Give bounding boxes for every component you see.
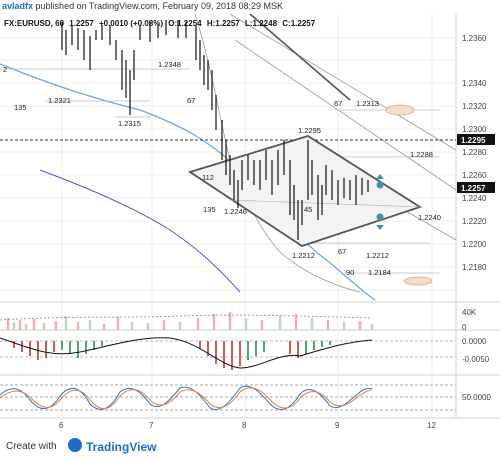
- volume-bars: [6, 312, 374, 330]
- volume-tick: 40K: [462, 308, 477, 317]
- tradingview-logo-icon: [68, 438, 82, 452]
- annotation: 1.2288: [410, 150, 433, 159]
- macd-tick: -0.0050: [462, 355, 490, 364]
- annotation: 1.2348: [158, 60, 181, 69]
- chart-annotations: 2 1.2348 135 1.2321 1.2315 67 67 1.2313 …: [3, 60, 441, 277]
- annotation: 45: [304, 205, 312, 214]
- target-ellipse-lower: [403, 276, 433, 286]
- publish-title: avladfx published on TradingView.com, Fe…: [2, 1, 283, 11]
- volume-ma: [0, 314, 373, 321]
- annotation: 1.2313: [356, 99, 379, 108]
- annotation: 1.2321: [48, 96, 71, 105]
- stoch-pane: 50.0000: [0, 384, 491, 411]
- published-text: published on TradingView.com, February 0…: [35, 1, 284, 11]
- annotation: 135: [14, 103, 27, 112]
- price-tick: 1.2200: [462, 240, 487, 249]
- annotation: 1.2315: [118, 119, 141, 128]
- time-tick: 12: [427, 421, 436, 429]
- symbol-label: FX:EURUSD, 60: [4, 19, 65, 28]
- annotation: 135: [203, 205, 216, 214]
- price-marker-bg: [457, 182, 495, 193]
- last-price: 1.2257: [69, 19, 94, 28]
- annotation: 1.2184: [368, 268, 391, 277]
- price-tick: 1.2360: [462, 34, 487, 43]
- footer: Create with TradingView: [0, 436, 500, 461]
- annotation: 67: [334, 99, 342, 108]
- price-marker: 1.2257: [461, 184, 486, 193]
- time-tick: 8: [242, 421, 247, 429]
- footer-created-text: Create with: [6, 441, 57, 452]
- annotation: 90: [346, 268, 354, 277]
- time-tick: 7: [149, 421, 154, 429]
- annotation: 67: [338, 247, 346, 256]
- annotation: 112: [202, 173, 214, 182]
- stoch-tick: 50.0000: [462, 393, 491, 402]
- annotation: 2: [3, 65, 7, 74]
- time-tick: 6: [59, 421, 64, 429]
- ma-purple-line: [39, 169, 241, 293]
- price-tick: 1.2260: [462, 171, 487, 180]
- trend-line-dark: [249, 14, 351, 101]
- author-link[interactable]: avladfx: [2, 1, 34, 11]
- volume-pane: 40K 0: [0, 308, 477, 332]
- price-tick: 1.2240: [462, 194, 487, 203]
- price-axis[interactable]: 1.2360 1.2340 1.2320 1.2300 1.2280 1.226…: [457, 34, 495, 272]
- annotation: 1.2295: [298, 126, 321, 135]
- annotation: 1.2240: [418, 213, 441, 222]
- price-tick: 1.2280: [462, 148, 487, 157]
- annotation: 1.2246: [224, 207, 247, 216]
- macd-pane: 0.0000 -0.0050: [0, 337, 490, 370]
- volume-tick: 0: [462, 323, 467, 332]
- chart-canvas[interactable]: 2 1.2348 135 1.2321 1.2315 67 67 1.2313 …: [0, 14, 500, 429]
- time-axis[interactable]: 6 7 8 9 12: [59, 421, 436, 429]
- ohlc-info: FX:EURUSD, 60 1.2257 +0.0010 (+0.08%) O:…: [4, 19, 316, 28]
- price-tick: 1.2180: [462, 263, 487, 272]
- price-bars: [61, 20, 369, 240]
- price-change: +0.0010 (+0.08%): [99, 19, 163, 28]
- annotation: 1.2212: [292, 251, 315, 260]
- price-tick: 1.2220: [462, 217, 487, 226]
- macd-line: [0, 337, 373, 369]
- price-tick: 1.2320: [462, 102, 487, 111]
- price-tick: 1.2340: [462, 79, 487, 88]
- price-tick: 1.2300: [462, 125, 487, 134]
- price-marker-bg: [457, 134, 495, 145]
- publish-header: avladfx published on TradingView.com, Fe…: [0, 0, 500, 14]
- annotation: 1.2212: [366, 251, 389, 260]
- macd-tick: 0.0000: [462, 337, 487, 346]
- diamond-midline: [229, 199, 421, 208]
- breakout-arrows: [376, 174, 384, 230]
- level-lines: [0, 68, 440, 274]
- macd-histogram: [13, 341, 331, 370]
- time-tick: 9: [335, 421, 340, 429]
- annotation: 67: [187, 96, 195, 105]
- footer-brand[interactable]: TradingView: [86, 440, 157, 454]
- price-marker: 1.2295: [461, 136, 486, 145]
- target-ellipse-upper: [385, 104, 415, 116]
- stoch-d-line: [0, 387, 373, 409]
